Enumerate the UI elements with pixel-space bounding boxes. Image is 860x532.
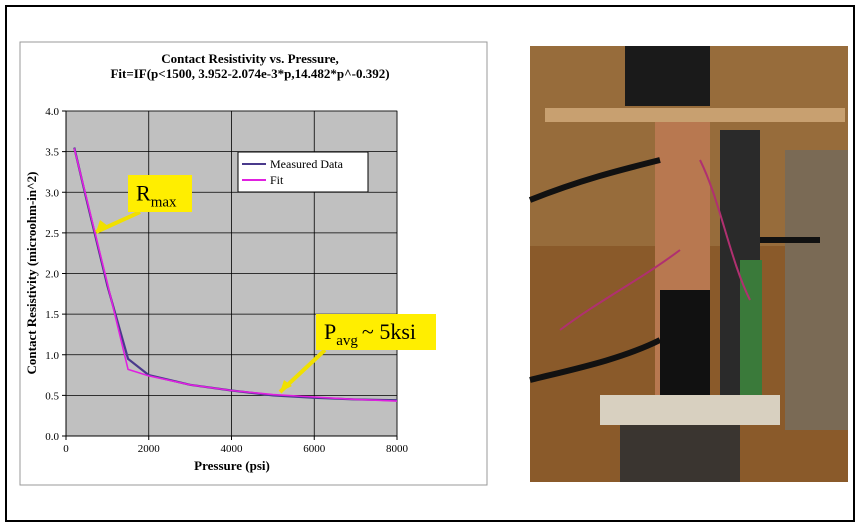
annotation-subscript: avg: [336, 333, 358, 349]
y-tick-label: 4.0: [45, 106, 59, 118]
photo-black-plate: [660, 290, 710, 400]
y-axis-label: Contact Resistivity (microohm-in^2): [24, 171, 39, 374]
y-tick-label: 1.5: [45, 309, 59, 321]
y-tick-label: 2.5: [45, 228, 59, 240]
x-tick-label: 0: [63, 443, 69, 455]
photo-cabinet: [785, 150, 848, 430]
annotation-main: P: [324, 319, 336, 344]
chart-subtitle: Fit=IF(p<1500, 3.952-2.074e-3*p,14.482*p…: [110, 66, 389, 81]
y-tick-label: 0.5: [45, 390, 59, 402]
annotation-suffix: ~ 5ksi: [362, 319, 416, 344]
photo-circuit-board: [740, 260, 762, 400]
annotation-main: R: [136, 181, 151, 206]
photo-base-plate: [600, 395, 780, 425]
photo-top-block: [625, 46, 710, 106]
legend-label: Fit: [270, 173, 284, 187]
y-tick-label: 0.0: [45, 431, 59, 443]
legend-label: Measured Data: [270, 157, 344, 171]
photo: [530, 46, 848, 482]
y-tick-label: 3.0: [45, 187, 59, 199]
x-axis-label: Pressure (psi): [194, 458, 270, 473]
photo-base: [620, 425, 740, 482]
x-tick-label: 2000: [138, 443, 161, 455]
x-tick-label: 8000: [386, 443, 409, 455]
y-tick-label: 3.5: [45, 147, 59, 159]
slide: Contact Resistivity vs. Pressure, Fit=IF…: [0, 0, 860, 527]
y-tick-label: 1.0: [45, 350, 59, 362]
x-tick-label: 6000: [303, 443, 326, 455]
chart-title: Contact Resistivity vs. Pressure,: [161, 51, 339, 66]
photo-plank: [545, 108, 845, 122]
legend: Measured Data Fit: [238, 152, 368, 192]
x-tick-label: 4000: [221, 443, 244, 455]
annotation-subscript: max: [151, 195, 177, 211]
y-tick-label: 2.0: [45, 269, 59, 281]
